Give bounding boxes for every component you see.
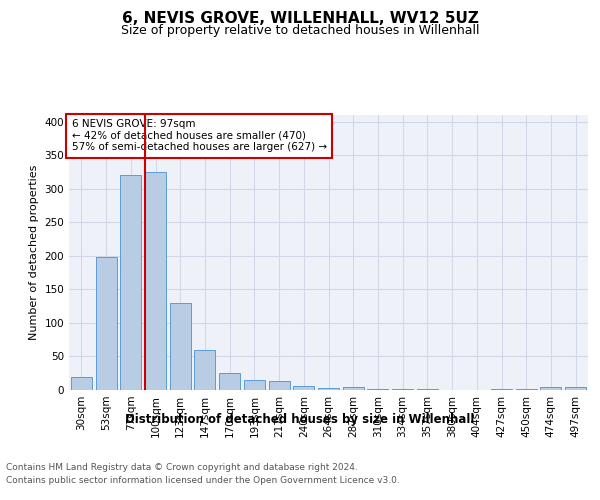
Text: Contains public sector information licensed under the Open Government Licence v3: Contains public sector information licen… xyxy=(6,476,400,485)
Text: Distribution of detached houses by size in Willenhall: Distribution of detached houses by size … xyxy=(125,412,475,426)
Bar xyxy=(219,373,240,390)
Text: 6, NEVIS GROVE, WILLENHALL, WV12 5UZ: 6, NEVIS GROVE, WILLENHALL, WV12 5UZ xyxy=(122,11,478,26)
Y-axis label: Number of detached properties: Number of detached properties xyxy=(29,165,39,340)
Bar xyxy=(194,350,215,390)
Bar xyxy=(293,386,314,390)
Bar xyxy=(71,378,92,390)
Bar xyxy=(318,388,339,390)
Bar xyxy=(541,388,562,390)
Bar xyxy=(244,380,265,390)
Text: Contains HM Land Registry data © Crown copyright and database right 2024.: Contains HM Land Registry data © Crown c… xyxy=(6,462,358,471)
Bar xyxy=(95,257,116,390)
Bar xyxy=(343,388,364,390)
Bar xyxy=(120,176,141,390)
Bar xyxy=(491,388,512,390)
Text: Size of property relative to detached houses in Willenhall: Size of property relative to detached ho… xyxy=(121,24,479,37)
Bar xyxy=(269,380,290,390)
Bar xyxy=(145,172,166,390)
Text: 6 NEVIS GROVE: 97sqm
← 42% of detached houses are smaller (470)
57% of semi-deta: 6 NEVIS GROVE: 97sqm ← 42% of detached h… xyxy=(71,119,327,152)
Bar xyxy=(170,304,191,390)
Bar xyxy=(565,388,586,390)
